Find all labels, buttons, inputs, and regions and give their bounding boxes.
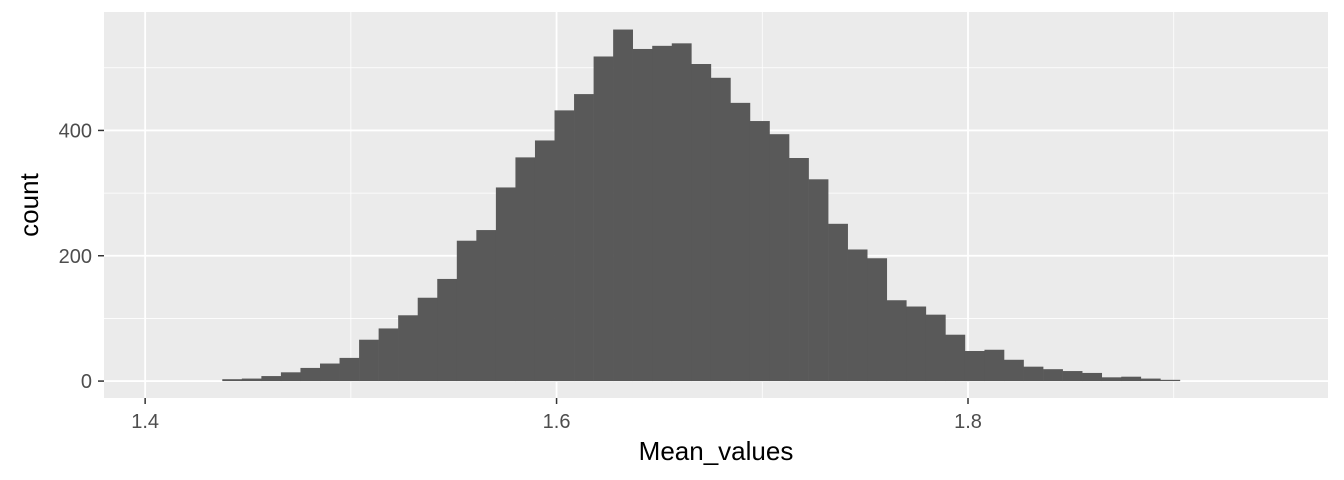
histogram-bar xyxy=(652,45,673,382)
histogram-bar xyxy=(691,64,712,382)
histogram-bar xyxy=(906,306,927,382)
histogram-bar xyxy=(437,278,458,382)
histogram-bar xyxy=(359,339,379,382)
histogram-bar xyxy=(417,297,438,382)
histogram-bar xyxy=(789,158,809,382)
x-tick-label: 1.8 xyxy=(954,411,982,433)
histogram-bar xyxy=(769,134,790,382)
y-tick-label: 200 xyxy=(59,246,92,268)
histogram-bar xyxy=(632,48,653,382)
histogram-bar xyxy=(554,110,575,382)
x-tick-label: 1.6 xyxy=(543,411,571,433)
histogram-bars xyxy=(222,29,1181,382)
histogram-bar xyxy=(1160,379,1181,382)
histogram-bar xyxy=(378,328,399,382)
histogram-bar xyxy=(241,378,262,382)
histogram-bar xyxy=(1004,359,1024,382)
histogram-bar xyxy=(515,157,536,382)
histogram-bar xyxy=(339,357,360,382)
histogram-bar xyxy=(1121,376,1142,382)
x-axis: 1.4 1.6 1.8 xyxy=(131,398,982,433)
histogram-bar xyxy=(300,367,321,382)
histogram-bar xyxy=(808,179,829,382)
histogram-bar xyxy=(456,240,477,382)
x-axis-title: Mean_values xyxy=(639,436,794,466)
histogram-bar xyxy=(261,376,282,382)
histogram-bar xyxy=(945,334,966,382)
histogram-bar xyxy=(1140,378,1161,382)
histogram-bar xyxy=(710,77,731,382)
histogram-bar xyxy=(867,258,888,382)
histogram-bar xyxy=(749,121,770,382)
histogram-bar xyxy=(495,187,516,382)
histogram-bar xyxy=(730,102,751,382)
histogram-bar xyxy=(1082,372,1103,382)
histogram-bar xyxy=(1043,369,1063,382)
histogram-bar xyxy=(671,43,692,382)
histogram-bar xyxy=(320,363,340,382)
histogram-bar xyxy=(1062,371,1083,382)
histogram-bar xyxy=(280,372,301,382)
y-tick-label: 0 xyxy=(81,371,92,393)
histogram-bar xyxy=(574,94,594,382)
histogram-bar xyxy=(534,140,555,382)
histogram-bar xyxy=(398,315,419,382)
histogram-bar xyxy=(222,379,243,382)
y-axis: 0 200 400 xyxy=(59,120,104,393)
histogram-bar xyxy=(925,314,946,382)
histogram-bar xyxy=(964,351,985,382)
histogram-bar xyxy=(984,349,1005,382)
histogram-bar xyxy=(1101,377,1122,382)
y-tick-label: 400 xyxy=(59,120,92,142)
histogram-bar xyxy=(613,29,633,382)
y-axis-title: count xyxy=(14,172,44,236)
histogram-bar xyxy=(847,249,868,382)
histogram-bar xyxy=(1023,366,1044,382)
histogram-bar xyxy=(593,56,614,382)
x-tick-label: 1.4 xyxy=(131,411,159,433)
histogram-bar xyxy=(886,300,907,382)
histogram-bar xyxy=(828,223,848,382)
histogram-bar xyxy=(476,230,497,382)
